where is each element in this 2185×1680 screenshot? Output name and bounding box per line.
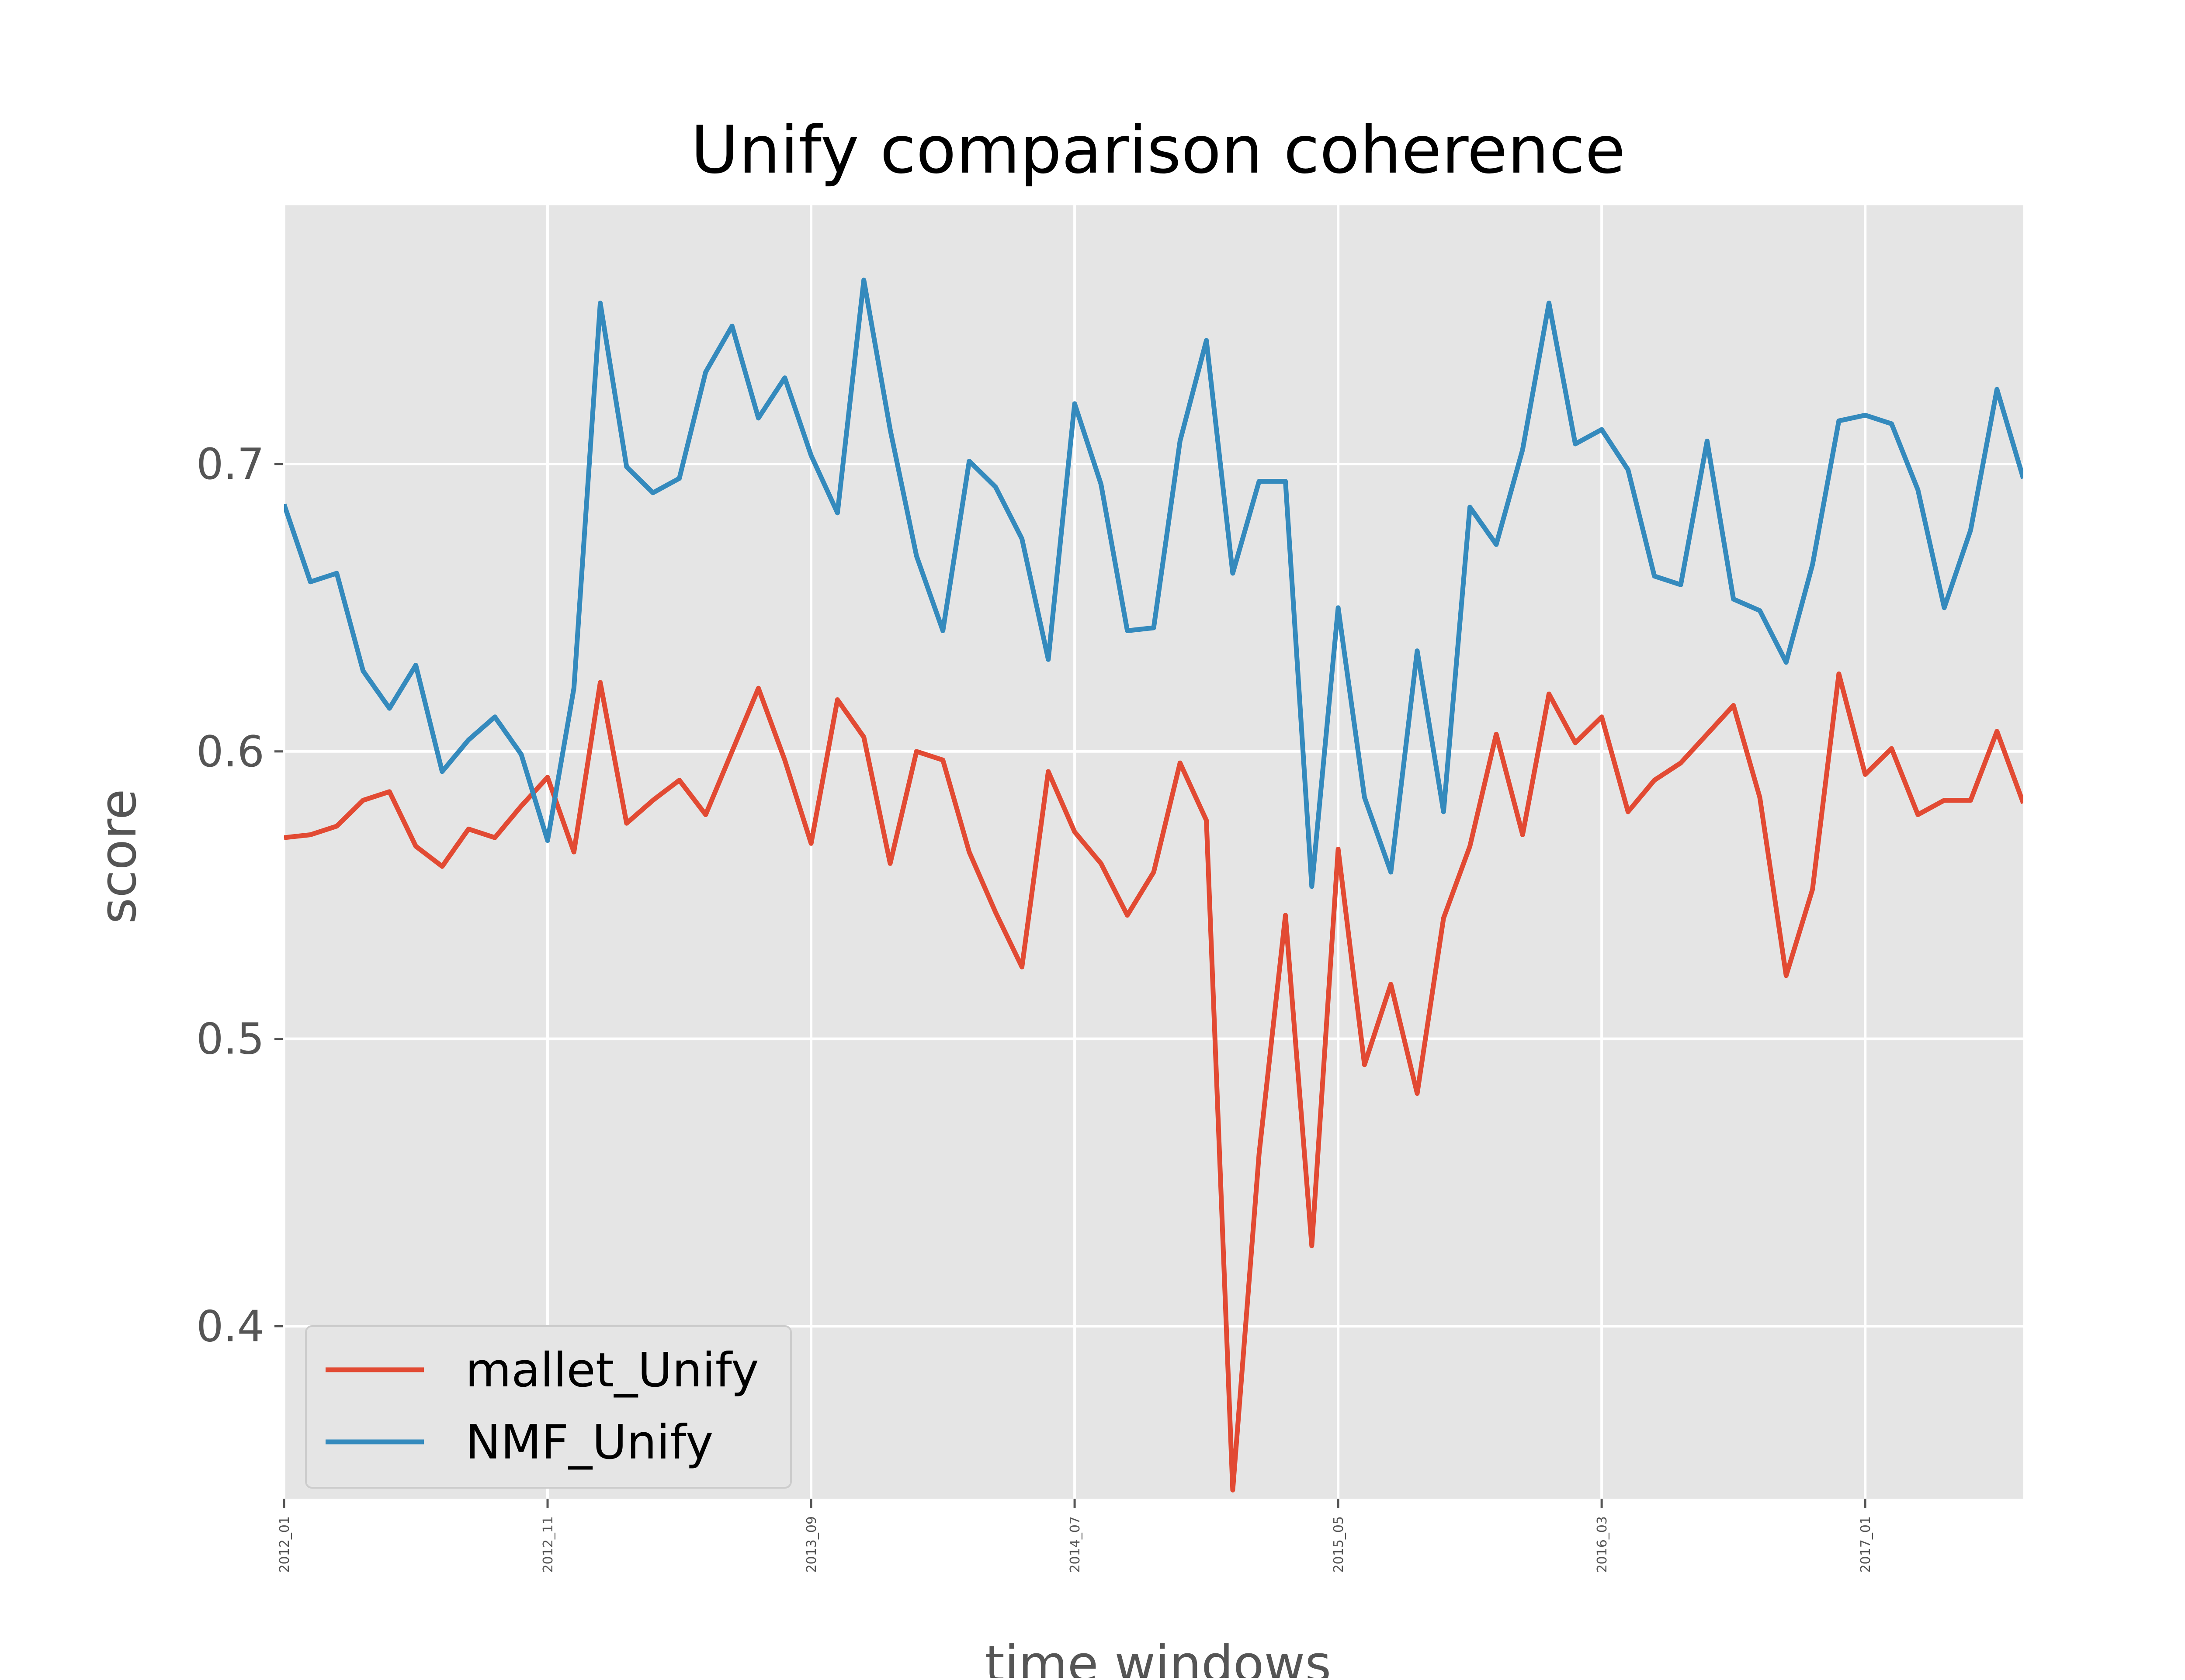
legend-label: mallet_Unify: [465, 1343, 759, 1398]
x-tick-label: 2015_05: [1331, 1516, 1346, 1573]
y-tick-label: 0.5: [196, 1015, 264, 1064]
plot-background: [284, 205, 2023, 1499]
series-line-mallet-unify: [284, 671, 2023, 1493]
x-tick-label: 2014_07: [1068, 1516, 1083, 1573]
y-tick-label: 0.7: [196, 440, 264, 489]
x-tick-label: 2017_01: [1858, 1516, 1873, 1573]
legend-box: [305, 1325, 792, 1489]
x-tick-label: 2016_03: [1595, 1516, 1610, 1573]
y-axis-label: score: [89, 789, 148, 924]
y-tick-label: 0.6: [196, 727, 264, 777]
legend-label: NMF_Unify: [465, 1415, 714, 1470]
x-tick-label: 2012_11: [541, 1516, 556, 1573]
chart-title: Unify comparison coherence: [691, 112, 1626, 188]
series-line-nmf-unify: [284, 277, 2023, 889]
y-tick-label: 0.4: [196, 1302, 264, 1351]
x-axis-label: time windows: [985, 1635, 1332, 1678]
x-tick-label: 2013_09: [804, 1516, 819, 1573]
x-tick-label: 2012_01: [277, 1516, 292, 1573]
